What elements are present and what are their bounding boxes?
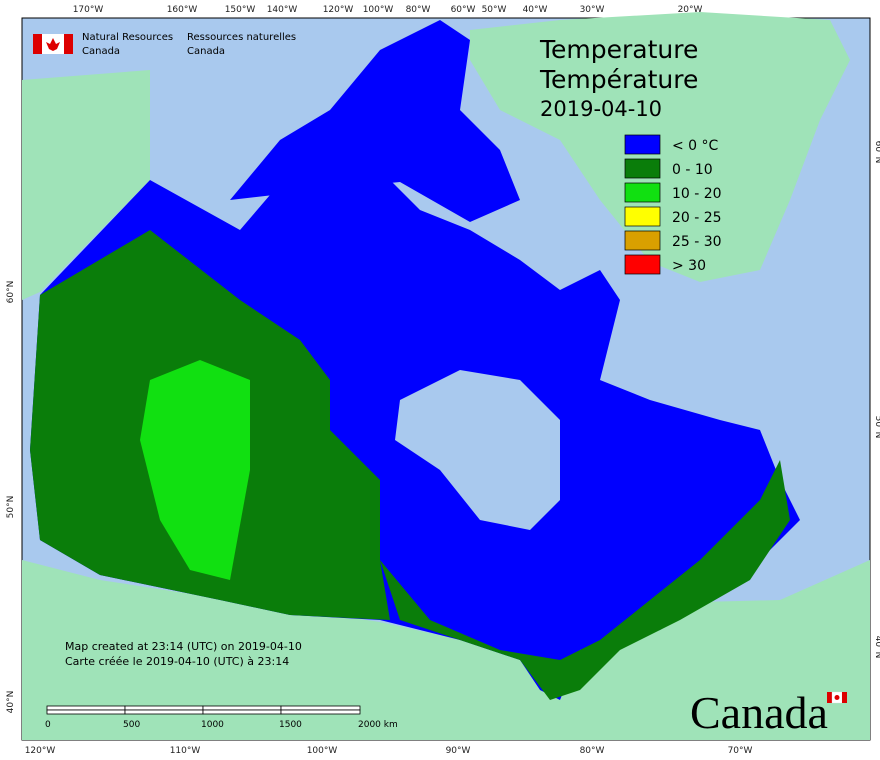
latitude-label: 50°N bbox=[873, 416, 880, 439]
scale-segment bbox=[46, 705, 126, 711]
scale-segment bbox=[46, 709, 126, 715]
credit: Carte créée le 2019-04-10 (UTC) à 23:14 bbox=[65, 655, 289, 668]
longitude-label: 140°W bbox=[267, 5, 298, 15]
arctic-islands bbox=[230, 20, 520, 222]
latitude-label: 40°N bbox=[6, 691, 16, 714]
scale-segment bbox=[280, 705, 361, 711]
legend-swatch bbox=[624, 254, 661, 275]
wordmark: Canada bbox=[690, 687, 828, 738]
legend-label: > 30 bbox=[672, 258, 706, 274]
title: Temperature bbox=[539, 35, 698, 64]
longitude-label: 120°W bbox=[25, 746, 56, 756]
warm-region bbox=[140, 360, 250, 580]
longitude-label: 120°W bbox=[323, 5, 354, 15]
scale-label: 1500 bbox=[279, 720, 302, 730]
scale-label: 1000 bbox=[201, 720, 224, 730]
latitude-label: 50°N bbox=[6, 496, 16, 519]
legend-label: 10 - 20 bbox=[672, 186, 722, 202]
scale-label: 0 bbox=[45, 720, 51, 730]
longitude-label: 100°W bbox=[307, 746, 338, 756]
legend-label: 0 - 10 bbox=[672, 162, 713, 178]
scale-label: 2000 km bbox=[358, 720, 398, 730]
longitude-label: 80°W bbox=[406, 5, 431, 15]
southern-region bbox=[380, 460, 790, 700]
longitude-label: 160°W bbox=[167, 5, 198, 15]
agency-fr: Canada bbox=[187, 46, 225, 57]
agency-fr: Ressources naturelles bbox=[187, 32, 296, 43]
agency-en: Natural Resources bbox=[82, 32, 173, 43]
scale-segment bbox=[202, 705, 282, 711]
legend-label: < 0 °C bbox=[672, 138, 719, 154]
longitude-label: 60°W bbox=[451, 5, 476, 15]
longitude-label: 30°W bbox=[580, 5, 605, 15]
longitude-label: 80°W bbox=[580, 746, 605, 756]
legend-label: 25 - 30 bbox=[672, 234, 722, 250]
longitude-label: 170°W bbox=[73, 5, 104, 15]
scale-segment bbox=[202, 709, 282, 715]
longitude-label: 110°W bbox=[170, 746, 201, 756]
legend-swatch bbox=[624, 206, 661, 227]
longitude-label: 20°W bbox=[678, 5, 703, 15]
usa bbox=[22, 560, 870, 740]
latitude-label: 60°N bbox=[6, 281, 16, 304]
alaska bbox=[22, 70, 150, 300]
legend-swatch bbox=[624, 158, 661, 179]
land bbox=[22, 12, 870, 740]
longitude-label: 70°W bbox=[728, 746, 753, 756]
title: Température bbox=[539, 65, 698, 94]
latitude-label: 40°N bbox=[873, 636, 880, 659]
scale-segment bbox=[124, 705, 204, 711]
logo bbox=[33, 34, 73, 54]
legend-swatch bbox=[624, 230, 661, 251]
scale-label: 500 bbox=[123, 720, 140, 730]
scale-segment bbox=[280, 709, 361, 715]
longitude-label: 150°W bbox=[225, 5, 256, 15]
legend-label: 20 - 25 bbox=[672, 210, 722, 226]
hudson-bay bbox=[395, 370, 560, 530]
longitude-label: 100°W bbox=[363, 5, 394, 15]
longitude-label: 50°W bbox=[482, 5, 507, 15]
scale-segment bbox=[124, 709, 204, 715]
wordmark-flag bbox=[827, 691, 847, 704]
legend-swatch bbox=[624, 134, 661, 155]
latitude-label: 60°N bbox=[873, 141, 880, 164]
credit: Map created at 23:14 (UTC) on 2019-04-10 bbox=[65, 640, 302, 653]
legend-swatch bbox=[624, 182, 661, 203]
longitude-label: 40°W bbox=[523, 5, 548, 15]
longitude-label: 90°W bbox=[446, 746, 471, 756]
agency-en: Canada bbox=[82, 46, 120, 57]
date: 2019-04-10 bbox=[540, 97, 662, 121]
